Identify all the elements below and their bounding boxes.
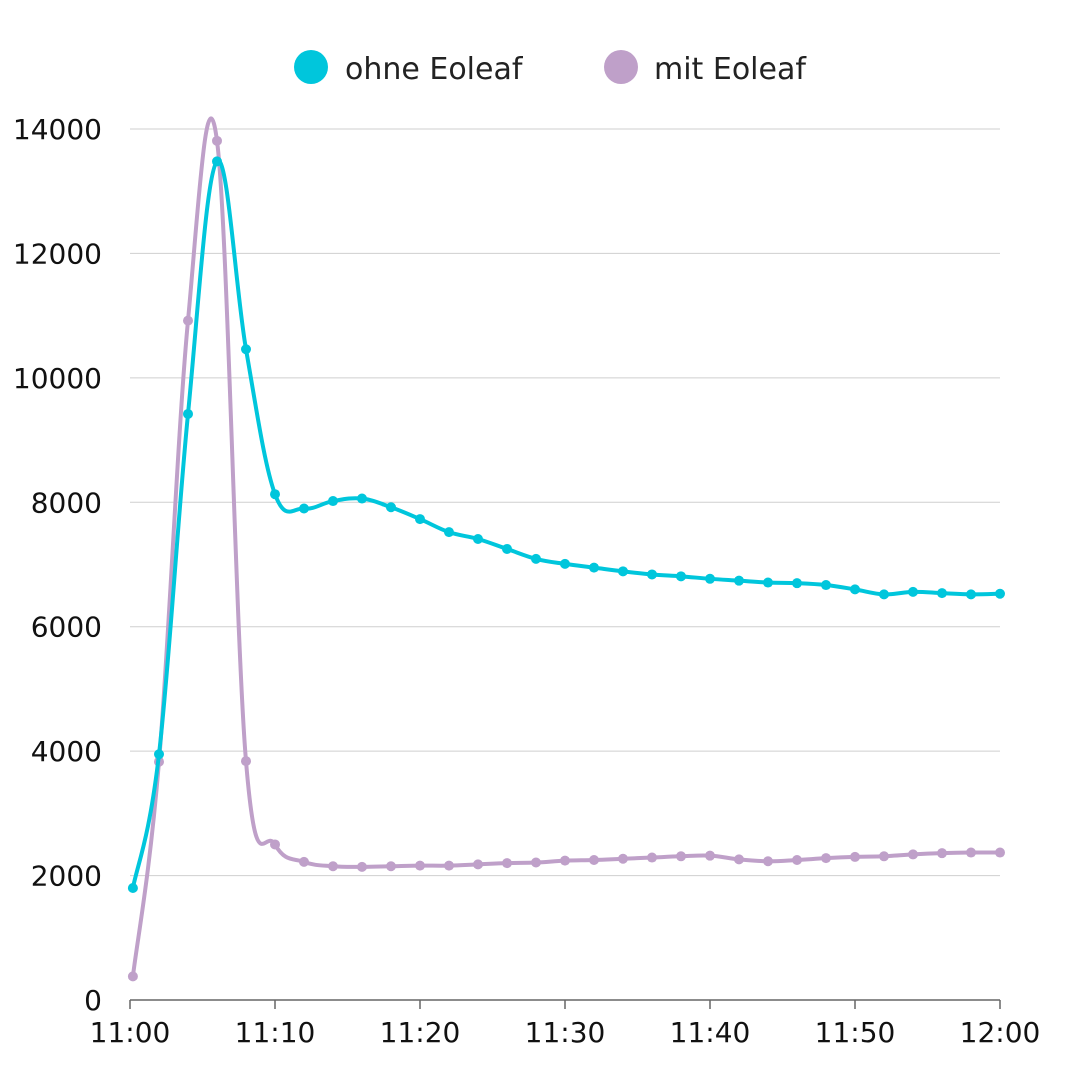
data-point (415, 514, 425, 525)
data-point (357, 861, 367, 872)
data-point (444, 527, 454, 538)
data-point (589, 855, 599, 866)
data-point (212, 156, 222, 167)
y-tick-label: 10000 (13, 362, 102, 395)
data-point (705, 850, 715, 861)
data-point (879, 589, 889, 600)
data-point (937, 848, 947, 859)
data-point (589, 562, 599, 573)
data-point (734, 575, 744, 586)
data-point (792, 855, 802, 866)
legend: ohne Eoleaf mit Eoleaf (294, 50, 807, 87)
data-point (444, 860, 454, 871)
data-point (647, 852, 657, 863)
legend-swatch (604, 50, 638, 84)
data-point (995, 847, 1005, 858)
data-point (966, 847, 976, 858)
y-tick-label: 6000 (31, 611, 102, 644)
data-point (850, 584, 860, 595)
data-point (299, 856, 309, 867)
data-point (241, 756, 251, 767)
data-point (183, 408, 193, 419)
y-tick-label: 14000 (13, 113, 102, 146)
y-tick-label: 4000 (31, 735, 102, 768)
data-point (763, 856, 773, 867)
legend-label: mit Eoleaf (654, 52, 807, 87)
legend-item: mit Eoleaf (604, 50, 807, 87)
data-point (763, 577, 773, 588)
data-point (212, 135, 222, 146)
data-point (531, 553, 541, 564)
y-tick-label: 0 (84, 984, 102, 1017)
x-tick-label: 11:00 (90, 1016, 171, 1049)
y-tick-label: 8000 (31, 486, 102, 519)
data-point (705, 573, 715, 584)
data-point (270, 489, 280, 500)
data-point (127, 971, 138, 982)
x-tick-label: 11:30 (525, 1016, 606, 1049)
data-point (821, 853, 831, 864)
legend-label: ohne Eoleaf (345, 52, 524, 87)
x-tick-label: 12:00 (960, 1016, 1041, 1049)
data-point (966, 589, 976, 600)
data-point (386, 861, 396, 872)
data-point (328, 861, 338, 872)
data-point (473, 533, 483, 544)
data-point (792, 578, 802, 589)
data-point (647, 569, 657, 580)
data-point (415, 860, 425, 871)
data-point (908, 849, 918, 860)
data-point (241, 344, 251, 355)
x-axis-ticks: 11:00 11:10 11:20 11:30 11:40 11:50 12:00 (90, 999, 1041, 1049)
series-ohne-eoleaf (127, 156, 1005, 894)
data-point (127, 883, 138, 894)
data-point (821, 580, 831, 591)
legend-item: ohne Eoleaf (294, 50, 524, 87)
data-point (328, 496, 338, 507)
data-point (502, 858, 512, 869)
legend-swatch (294, 50, 328, 84)
y-tick-label: 2000 (31, 860, 102, 893)
data-point (676, 571, 686, 582)
data-point (908, 586, 918, 597)
series-mit-eoleaf (127, 116, 1005, 982)
data-point (183, 315, 193, 326)
data-point (473, 859, 483, 870)
x-tick-label: 11:20 (380, 1016, 461, 1049)
x-tick-label: 11:10 (235, 1016, 316, 1049)
y-tick-label: 12000 (13, 237, 102, 270)
series-line (130, 116, 1002, 979)
data-point (850, 851, 860, 862)
y-axis-ticks: 0 2000 4000 6000 8000 10000 12000 14000 (13, 113, 102, 1017)
data-point (676, 851, 686, 862)
x-tick-label: 11:40 (670, 1016, 751, 1049)
data-point (937, 588, 947, 599)
data-point (879, 851, 889, 862)
data-point (618, 566, 628, 577)
data-point (618, 853, 628, 864)
data-point (386, 502, 396, 513)
x-tick-label: 11:50 (815, 1016, 896, 1049)
series-line (130, 158, 1002, 891)
data-point (270, 839, 280, 850)
data-point (995, 588, 1005, 599)
data-point (502, 543, 512, 554)
grid-lines (130, 128, 1000, 877)
data-point (357, 493, 367, 504)
data-point (734, 854, 744, 865)
data-point (560, 558, 570, 569)
data-point (531, 857, 541, 868)
series-layer (127, 116, 1005, 982)
data-point (299, 503, 309, 514)
data-point (560, 855, 570, 866)
data-point (154, 749, 164, 760)
